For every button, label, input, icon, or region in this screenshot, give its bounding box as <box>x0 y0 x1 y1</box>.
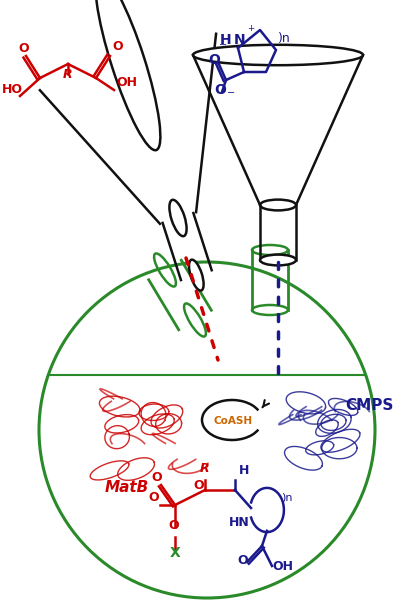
Text: $^-$: $^-$ <box>216 41 227 55</box>
Text: O: O <box>237 554 248 567</box>
Text: H: H <box>220 33 232 47</box>
Text: R: R <box>200 462 210 475</box>
Text: MatB: MatB <box>105 480 149 495</box>
Text: OH: OH <box>116 76 137 89</box>
Text: O: O <box>168 519 179 532</box>
Ellipse shape <box>96 0 160 150</box>
Text: HN: HN <box>229 516 250 529</box>
Text: CoASH: CoASH <box>214 416 253 426</box>
Text: N: N <box>234 33 246 47</box>
Text: O: O <box>208 53 220 67</box>
Text: O: O <box>112 40 123 53</box>
Text: )n: )n <box>281 492 292 502</box>
Text: HO: HO <box>2 83 23 96</box>
Text: R: R <box>63 68 73 81</box>
Ellipse shape <box>260 254 296 265</box>
Text: CMPS: CMPS <box>345 398 393 413</box>
Text: $^+$: $^+$ <box>246 24 256 37</box>
Text: OH: OH <box>272 560 293 573</box>
Ellipse shape <box>189 260 204 290</box>
Text: X: X <box>170 546 181 560</box>
Text: O: O <box>193 479 204 492</box>
Text: O: O <box>214 83 226 97</box>
Text: O: O <box>18 42 28 55</box>
Text: H: H <box>239 464 249 477</box>
Text: )n: )n <box>278 32 291 45</box>
Ellipse shape <box>193 45 363 65</box>
Ellipse shape <box>169 200 187 236</box>
Text: O: O <box>148 491 159 504</box>
Ellipse shape <box>260 200 296 211</box>
Text: O: O <box>151 471 161 484</box>
Text: $^-$: $^-$ <box>224 89 235 103</box>
